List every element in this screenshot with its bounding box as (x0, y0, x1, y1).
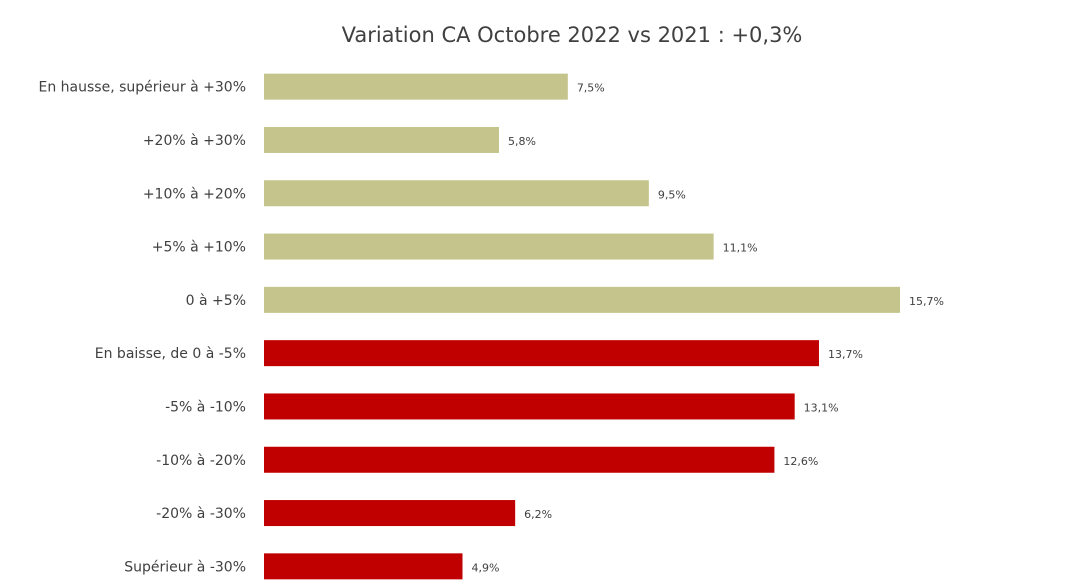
bar (264, 286, 900, 313)
bar (264, 553, 463, 580)
data-label: 9,5% (658, 188, 686, 201)
category-label: -10% à -20% (156, 453, 246, 469)
bar (264, 180, 649, 207)
category-label: +5% à +10% (152, 240, 246, 256)
category-label: Supérieur à -30% (124, 559, 246, 575)
chart-title: Variation CA Octobre 2022 vs 2021 : +0,3… (342, 23, 803, 47)
bars-group: En hausse, supérieur à +30% 7,5% +20% à +3… (39, 73, 944, 580)
data-label: 5,8% (508, 135, 536, 148)
category-label: En hausse, supérieur à +30% (39, 80, 246, 96)
bar (264, 446, 775, 473)
data-label: 6,2% (524, 508, 552, 521)
category-label: -20% à -30% (156, 506, 246, 522)
category-label: -5% à -10% (165, 399, 246, 415)
bar (264, 126, 499, 153)
category-label: 0 à +5% (186, 293, 246, 309)
bar (264, 233, 714, 260)
bar (264, 393, 795, 420)
data-label: 12,6% (783, 455, 818, 468)
bar (264, 340, 819, 367)
data-label: 7,5% (577, 82, 605, 95)
category-label: +20% à +30% (143, 133, 246, 149)
data-label: 13,1% (804, 401, 839, 414)
category-label: +10% à +20% (143, 186, 246, 202)
category-label: En baisse, de 0 à -5% (95, 346, 246, 362)
data-label: 4,9% (471, 561, 499, 574)
data-label: 11,1% (723, 242, 758, 255)
bar (264, 73, 568, 100)
bar (264, 500, 516, 527)
data-label: 13,7% (828, 348, 863, 361)
data-label: 15,7% (909, 295, 944, 308)
